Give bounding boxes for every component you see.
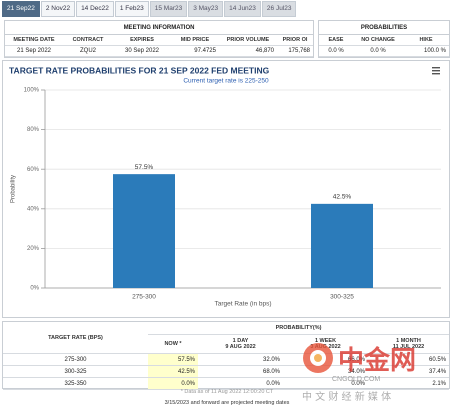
x-axis-label: Target Rate (in bps) [214, 301, 271, 308]
cell: 68.0% [198, 365, 283, 378]
cell: 37.4% [368, 365, 450, 378]
cell: 0.0 % [319, 45, 353, 57]
tab[interactable]: 26 Jul23 [261, 1, 297, 17]
table-title: PROBABILITIES [319, 21, 450, 35]
y-tick-label: 20% [27, 246, 40, 252]
tab[interactable]: 15 Mar23 [149, 1, 188, 17]
cell: 46,870 [219, 45, 277, 57]
cell: 100.0 % [403, 45, 450, 57]
y-tick-label: 80% [27, 127, 40, 133]
cell: 30 Sep 2022 [113, 45, 171, 57]
table-row: 325-350 0.0% 0.0% 0.0% 2.1% [3, 377, 450, 390]
meeting-tabs: 21 Sep22 2 Nov22 14 Dec22 1 Feb23 15 Mar… [2, 1, 297, 17]
column-name: 1 DAY [232, 338, 249, 344]
cell: 0.0% [283, 377, 368, 390]
y-tick-label: 60% [27, 167, 40, 173]
cell: 325-350 [3, 377, 148, 390]
cell: 175,768 [277, 45, 314, 57]
y-tick-label: 40% [27, 206, 40, 212]
watermark-site: CNGOLD.COM [332, 376, 381, 383]
footnote: * Data as of 11 Aug 2022 12:00:20 CT [180, 389, 274, 395]
column-header: NOW * [148, 334, 198, 354]
column-header: CONTRACT [63, 34, 113, 46]
bar [113, 174, 175, 288]
cell: 275-300 [3, 353, 148, 366]
watermark: 中金网 CNGOLD.COM 中 文 财 经 新 媒 体 [298, 338, 448, 408]
column-name: 1 MONTH [396, 338, 421, 344]
cell: 0.0% [148, 377, 198, 390]
note: 3/15/2023 and forward are projected meet… [164, 400, 290, 406]
y-tick-label: 100% [24, 88, 40, 94]
chart: TARGET RATE PROBABILITIES FOR 21 SEP 202… [9, 65, 441, 308]
column-header: NO CHANGE [353, 34, 403, 46]
cell: 60.5% [368, 353, 450, 366]
x-tick-label: 300-325 [330, 294, 354, 301]
watermark-brand: 中金网 [338, 346, 417, 376]
column-date: 11 JUL 2022 [392, 344, 425, 350]
meeting-info-panel: MEETING INFORMATION MEETING DATE CONTRAC… [4, 20, 314, 58]
data-label: 57.5% [135, 164, 154, 171]
probabilities-table: PROBABILITIES EASE NO CHANGE HIKE 0.0 % … [319, 21, 450, 57]
cell: 32.0% [198, 353, 283, 366]
cell: 34.0% [283, 365, 368, 378]
column-header: 1 DAY 9 AUG 2022 [198, 334, 283, 354]
column-date: 9 AUG 2022 [225, 344, 256, 350]
rate-table-panel: TARGET RATE (BPS) PROBABILITY(%) NOW * 1… [2, 321, 450, 390]
menu-icon[interactable] [432, 67, 440, 75]
column-header: MEETING DATE [5, 34, 63, 46]
cell: 57.5% [148, 353, 198, 366]
y-tick-label: 0% [30, 286, 39, 292]
watermark-logo [303, 343, 333, 373]
column-header: PRIOR OI [277, 34, 314, 46]
data-label: 42.5% [333, 194, 352, 201]
tab[interactable]: 3 May23 [188, 1, 224, 17]
y-axis-label: Probability [11, 175, 17, 203]
column-header: MID PRICE [171, 34, 219, 46]
cell: 2.1% [368, 377, 450, 390]
cell: 21 Sep 2022 [5, 45, 63, 57]
chart-subtitle: Current target rate is 225-250 [183, 78, 269, 85]
column-header: TARGET RATE (BPS) [3, 322, 148, 354]
cell: 0.0 % [353, 45, 403, 57]
tab[interactable]: 14 Dec22 [76, 1, 114, 17]
column-header: PRIOR VOLUME [219, 34, 277, 46]
chart-title: TARGET RATE PROBABILITIES FOR 21 SEP 202… [9, 65, 270, 75]
tab[interactable]: 21 Sep22 [2, 1, 40, 17]
tab[interactable]: 1 Feb23 [114, 1, 149, 17]
cell: 300-325 [3, 365, 148, 378]
cell: 0.0% [198, 377, 283, 390]
table-row: 300-325 42.5% 68.0% 34.0% 37.4% [3, 365, 450, 378]
rate-table: TARGET RATE (BPS) PROBABILITY(%) NOW * 1… [3, 322, 450, 390]
column-header: EXPIRES [113, 34, 171, 46]
probabilities-panel: PROBABILITIES EASE NO CHANGE HIKE 0.0 % … [318, 20, 450, 58]
table-title: MEETING INFORMATION [5, 21, 314, 35]
cell: 97.4725 [171, 45, 219, 57]
meeting-info-table: MEETING INFORMATION MEETING DATE CONTRAC… [5, 21, 314, 57]
column-header: EASE [319, 34, 353, 46]
column-name: 1 WEEK [314, 338, 337, 344]
x-tick-label: 275-300 [132, 294, 156, 301]
column-header: HIKE [403, 34, 450, 46]
tab[interactable]: 2 Nov22 [40, 1, 76, 17]
group-header: PROBABILITY(%) [148, 322, 450, 335]
cell: ZQU2 [63, 45, 113, 57]
bar [311, 203, 373, 288]
chart-panel: TARGET RATE PROBABILITIES FOR 21 SEP 202… [2, 60, 450, 318]
watermark-slogan: 中 文 财 经 新 媒 体 [302, 392, 392, 403]
column-header: 1 MONTH 11 JUL 2022 [368, 334, 450, 354]
cell: 42.5% [148, 365, 198, 378]
tab[interactable]: 14 Jun23 [224, 1, 261, 17]
